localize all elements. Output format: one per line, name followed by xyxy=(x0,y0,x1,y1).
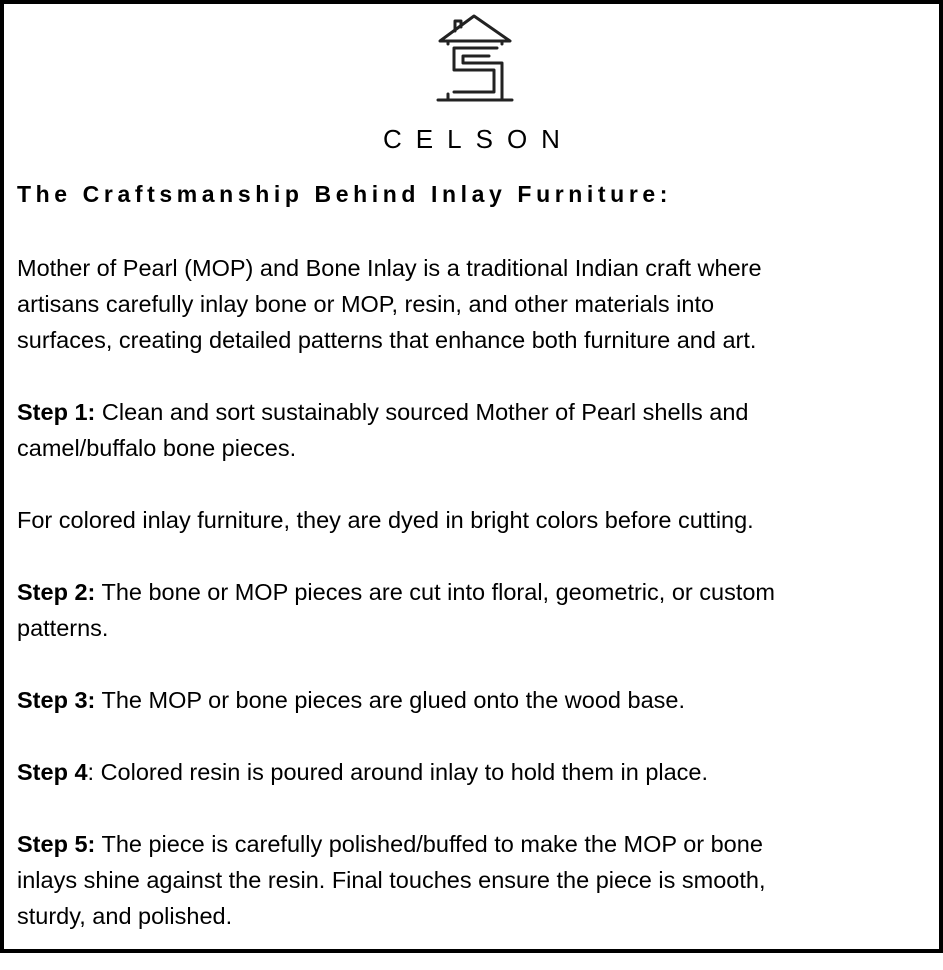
step-label: Step 4 xyxy=(17,759,88,785)
step-4: Step 4: Colored resin is poured around i… xyxy=(17,754,927,790)
step-label: Step 1: xyxy=(17,399,96,425)
step-1: Step 1: Clean and sort sustainably sourc… xyxy=(17,394,927,466)
brand-name: CELSON xyxy=(383,124,574,154)
text-line: artisans carefully inlay bone or MOP, re… xyxy=(17,291,715,317)
text-line: Mother of Pearl (MOP) and Bone Inlay is … xyxy=(17,255,762,281)
text-line: surfaces, creating detailed patterns tha… xyxy=(17,327,757,353)
text-line: sturdy, and polished. xyxy=(17,903,233,929)
step-2: Step 2: The bone or MOP pieces are cut i… xyxy=(17,574,927,646)
document-body: Mother of Pearl (MOP) and Bone Inlay is … xyxy=(17,250,927,970)
page-title: The Craftsmanship Behind Inlay Furniture… xyxy=(17,181,673,207)
text-line: The piece is carefully polished/buffed t… xyxy=(95,831,763,857)
intro-paragraph: Mother of Pearl (MOP) and Bone Inlay is … xyxy=(17,250,927,358)
text-line: : Colored resin is poured around inlay t… xyxy=(87,759,709,785)
text-line: The bone or MOP pieces are cut into flor… xyxy=(95,579,776,605)
step-label: Step 5: xyxy=(17,831,96,857)
step-label: Step 2: xyxy=(17,579,96,605)
text-line: For colored inlay furniture, they are dy… xyxy=(17,507,754,533)
house-logo-icon xyxy=(436,14,514,102)
text-line: The MOP or bone pieces are glued onto th… xyxy=(95,687,685,713)
color-note: For colored inlay furniture, they are dy… xyxy=(17,502,927,538)
text-line: inlays shine against the resin. Final to… xyxy=(17,867,766,893)
step-label: Step 3: xyxy=(17,687,96,713)
text-line: patterns. xyxy=(17,615,109,641)
text-line: camel/buffalo bone pieces. xyxy=(17,435,297,461)
text-line: Clean and sort sustainably sourced Mothe… xyxy=(95,399,749,425)
step-5: Step 5: The piece is carefully polished/… xyxy=(17,826,927,934)
step-3: Step 3: The MOP or bone pieces are glued… xyxy=(17,682,927,718)
